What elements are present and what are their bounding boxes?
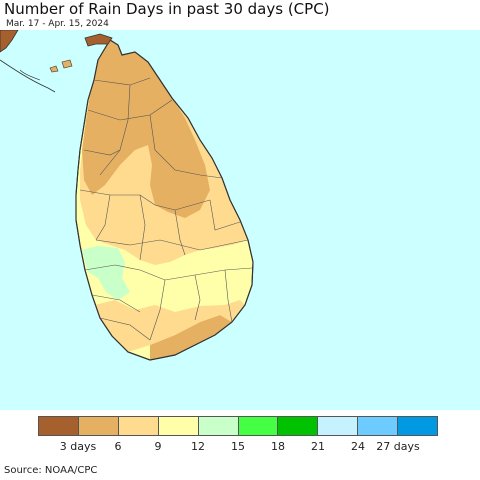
legend-tick-label: 24 <box>351 440 365 453</box>
legend-swatch <box>318 417 359 435</box>
jaffna-peninsula <box>84 33 113 47</box>
legend-swatch <box>158 417 199 435</box>
legend-tick-label: 21 <box>311 440 325 453</box>
legend-swatch <box>39 417 79 435</box>
region-3-6-south <box>150 315 232 360</box>
india-coast-outline <box>0 59 56 93</box>
legend-tick-label: 27 days <box>376 440 420 453</box>
map-subtitle: Mar. 17 - Apr. 15, 2024 <box>6 19 109 29</box>
district-boundaries <box>79 77 253 341</box>
legend-tick-label: 6 <box>114 440 122 453</box>
source-credit: Source: NOAA/CPC <box>4 465 98 476</box>
region-12-15 <box>82 246 130 300</box>
color-legend <box>38 416 438 436</box>
legend-tick-label: 18 <box>271 440 285 453</box>
legend-tick-label: 12 <box>191 440 205 453</box>
india-coast-outline-2 <box>19 69 41 81</box>
legend-swatch <box>238 417 279 435</box>
legend-swatch <box>398 417 438 435</box>
legend-swatch <box>278 417 319 435</box>
small-islands <box>49 59 73 73</box>
region-3-6 <box>82 40 210 218</box>
legend-tick-label: 9 <box>154 440 162 453</box>
legend-tick-label: 15 <box>231 440 245 453</box>
map-panel <box>0 30 480 410</box>
region-6-9-south <box>95 300 245 352</box>
legend-tick-label: 3 days <box>59 440 97 453</box>
sri-lanka-map <box>0 30 254 361</box>
map-title: Number of Rain Days in past 30 days (CPC… <box>4 0 330 18</box>
india-coast <box>0 30 19 53</box>
legend-swatch <box>358 417 399 435</box>
legend-swatch <box>198 417 239 435</box>
legend-swatch <box>118 417 159 435</box>
legend-swatch <box>78 417 119 435</box>
legend-labels: 3 days 6 9 12 15 18 21 24 27 days <box>38 440 438 454</box>
